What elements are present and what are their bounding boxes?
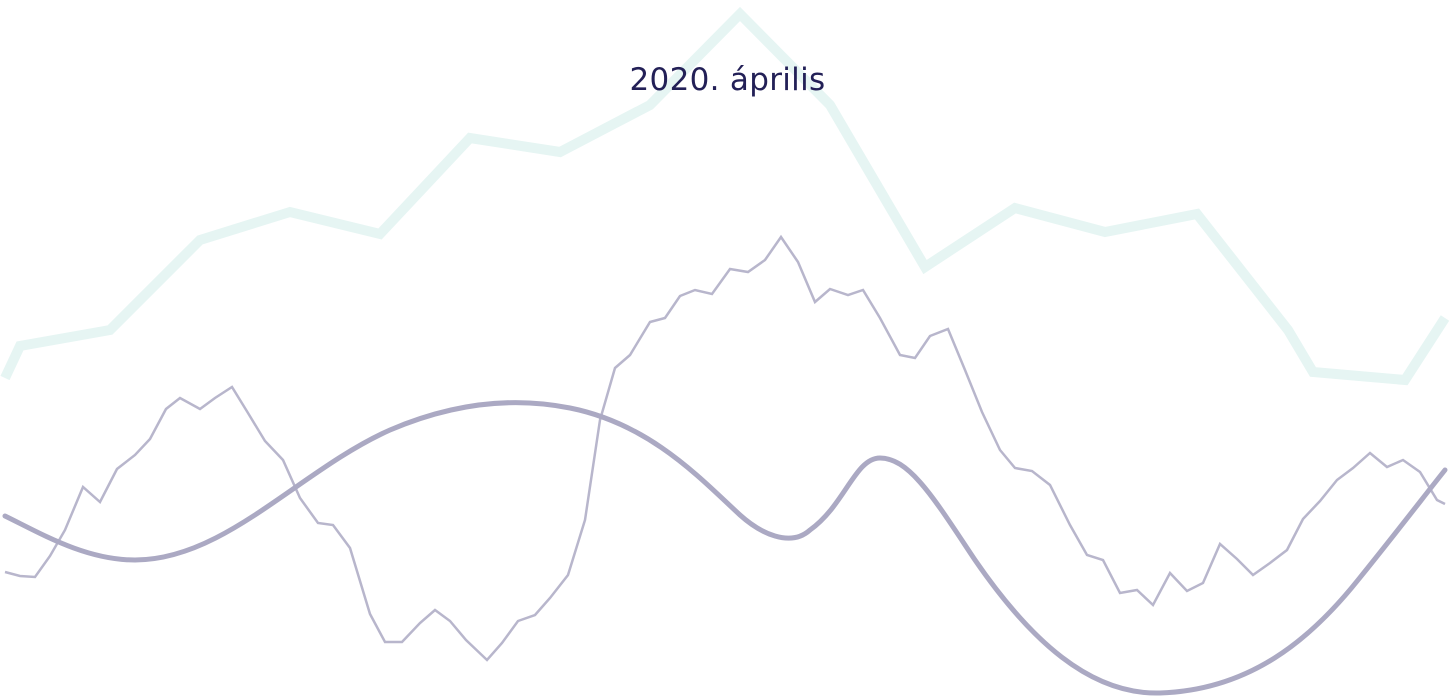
wide-zigzag-line [0, 6, 1450, 386]
smooth-wave-line [2, 400, 1448, 696]
cover-title: 2020. április [629, 62, 826, 98]
thin-jagged-line [4, 234, 1446, 662]
